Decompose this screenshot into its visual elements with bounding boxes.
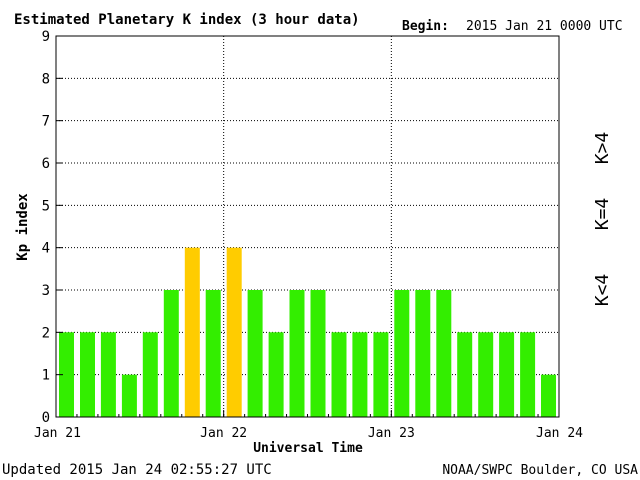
- kp-bar: [457, 332, 473, 417]
- kp-bar: [80, 332, 95, 417]
- kp-bar: [436, 290, 452, 417]
- y-tick-label: 9: [42, 29, 50, 45]
- kp-bar: [499, 332, 515, 417]
- x-axis-label: Universal Time: [253, 441, 363, 456]
- y-tick-label: 8: [42, 71, 50, 87]
- bars: [59, 247, 556, 417]
- grid-lines: [56, 36, 559, 417]
- chart-title: Estimated Planetary K index (3 hour data…: [14, 12, 360, 28]
- begin-value: 2015 Jan 21 0000 UTC: [466, 19, 623, 34]
- y-tick-label: 2: [42, 325, 50, 341]
- kp-bar: [310, 290, 326, 417]
- kp-bar: [163, 290, 179, 417]
- y-axis-label: Kp index: [15, 193, 31, 261]
- kp-bar: [331, 332, 347, 417]
- y-tick-label: 6: [42, 156, 50, 172]
- kp-bar: [205, 290, 221, 417]
- kp-bar: [478, 332, 494, 417]
- legend-k-equals-4: K=4: [592, 198, 613, 231]
- y-tick-label: 1: [42, 368, 50, 384]
- kp-bar: [541, 374, 556, 417]
- y-tick-label: 3: [42, 283, 50, 299]
- legend-k-above-4: K>4: [592, 132, 613, 165]
- kp-bar: [226, 247, 242, 417]
- x-tick-label: Jan 22: [200, 426, 247, 441]
- kp-bar: [352, 332, 368, 417]
- x-tick-label: Jan 24: [536, 426, 583, 441]
- kp-bar: [415, 290, 431, 417]
- kp-bar: [100, 332, 116, 417]
- kp-bar: [247, 290, 263, 417]
- kp-bar: [184, 247, 200, 417]
- y-tick-label: 7: [42, 114, 50, 130]
- y-tick-label: 0: [42, 410, 50, 426]
- x-tick-label: Jan 21: [34, 426, 81, 441]
- y-tick-label: 4: [42, 241, 50, 257]
- begin-label: Begin:: [402, 19, 449, 34]
- updated-timestamp: Updated 2015 Jan 24 02:55:27 UTC: [2, 462, 272, 478]
- legend-k-below-4: K<4: [592, 274, 613, 307]
- kp-bar: [394, 290, 410, 417]
- kp-bar: [59, 332, 74, 417]
- x-tick-label: Jan 23: [368, 426, 415, 441]
- kp-bar: [142, 332, 158, 417]
- kp-bar: [373, 332, 389, 417]
- source-credit: NOAA/SWPC Boulder, CO USA: [442, 463, 638, 478]
- kp-bar: [268, 332, 284, 417]
- kp-bar: [121, 374, 137, 417]
- kp-bar: [289, 290, 305, 417]
- y-tick-label: 5: [42, 198, 50, 214]
- y-ticks: 0 1 2 3 4 5 6 7 8 9: [42, 29, 63, 426]
- kp-bar: [520, 332, 536, 417]
- x-ticks: Jan 21 Jan 22 Jan 23 Jan 24: [34, 410, 583, 441]
